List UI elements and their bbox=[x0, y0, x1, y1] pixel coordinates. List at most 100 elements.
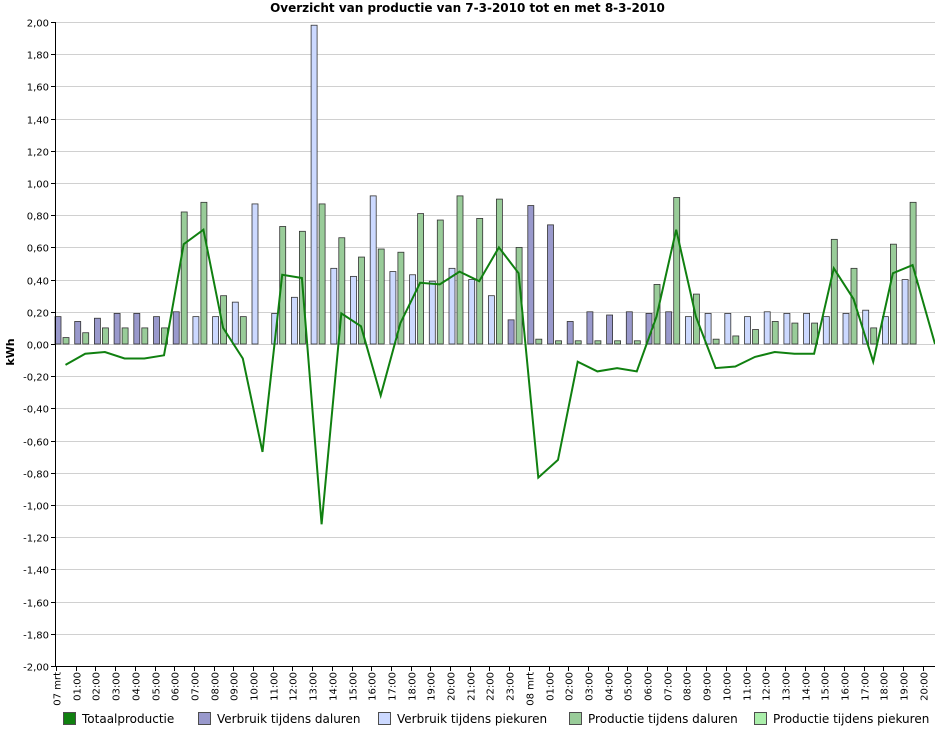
bar-verbruik-tijdens-piekuren bbox=[330, 267, 338, 345]
bar-verbruik-tijdens-daluren bbox=[547, 224, 554, 345]
x-tick-label: 08:00 bbox=[211, 672, 222, 701]
bar-verbruik-tijdens-piekuren bbox=[389, 271, 397, 345]
bar-verbruik-tijdens-piekuren bbox=[724, 313, 732, 345]
x-tick-label: 13:00 bbox=[782, 672, 793, 701]
x-tick-label: 15:00 bbox=[821, 672, 832, 701]
y-tick-label: -0,60 bbox=[23, 438, 49, 449]
x-tick-label: 02:00 bbox=[565, 672, 576, 701]
y-tick-label: 1,60 bbox=[27, 83, 49, 94]
x-tick-label: 05:00 bbox=[152, 672, 163, 701]
x-tick-label: 01:00 bbox=[546, 672, 557, 701]
x-tick-label: 07:00 bbox=[664, 672, 675, 701]
x-tick-label: 14:00 bbox=[329, 672, 340, 701]
bar-verbruik-tijdens-piekuren bbox=[704, 313, 712, 345]
bar-verbruik-tijdens-piekuren bbox=[685, 316, 692, 345]
x-tick-label: 12:00 bbox=[762, 672, 773, 701]
x-tick-label: 04:00 bbox=[132, 672, 143, 701]
bar-verbruik-tijdens-piekuren bbox=[251, 203, 259, 345]
bar-productie-tijdens-daluren bbox=[239, 316, 247, 345]
bar-verbruik-tijdens-piekuren bbox=[231, 301, 239, 345]
x-tick-label: 18:00 bbox=[408, 672, 419, 701]
bar-productie-tijdens-daluren bbox=[771, 321, 779, 345]
bar-verbruik-tijdens-piekuren bbox=[369, 195, 377, 345]
x-tick-label: 13:00 bbox=[309, 672, 320, 701]
bar-verbruik-tijdens-piekuren bbox=[803, 313, 810, 345]
axes bbox=[55, 22, 935, 667]
x-tick-label: 16:00 bbox=[841, 672, 852, 701]
y-tick-label: 0,40 bbox=[27, 277, 49, 288]
bar-productie-tijdens-daluren bbox=[712, 338, 720, 345]
bar-productie-tijdens-daluren bbox=[377, 248, 385, 345]
y-tick-label: 1,80 bbox=[27, 51, 49, 62]
bar-productie-tijdens-daluren bbox=[811, 322, 818, 345]
bar-verbruik-tijdens-daluren bbox=[133, 313, 141, 345]
x-tick-label: 11:00 bbox=[270, 672, 281, 701]
x-tick-label: 04:00 bbox=[605, 672, 616, 701]
y-tick-label: -1,40 bbox=[23, 566, 49, 577]
y-tick-label: 0,20 bbox=[27, 309, 49, 320]
bar-productie-tijdens-daluren bbox=[121, 327, 129, 345]
y-tick-label: -1,80 bbox=[23, 631, 49, 642]
bar-verbruik-tijdens-piekuren bbox=[783, 313, 791, 345]
bar-verbruik-tijdens-piekuren bbox=[310, 24, 318, 345]
bar-productie-tijdens-daluren bbox=[870, 327, 878, 345]
bar-productie-tijdens-daluren bbox=[614, 340, 621, 345]
legend-label: Verbruik tijdens piekuren bbox=[397, 712, 548, 726]
bar-productie-tijdens-daluren bbox=[633, 340, 641, 345]
bar-productie-tijdens-daluren bbox=[279, 226, 287, 345]
legend-item: Productie tijdens piekuren bbox=[754, 712, 929, 726]
bar-verbruik-tijdens-piekuren bbox=[468, 279, 476, 345]
y-tick-label: -0,80 bbox=[23, 470, 49, 481]
legend-swatch bbox=[754, 712, 767, 725]
y-tick-label: -0,40 bbox=[23, 405, 49, 416]
x-tick-label: 07:00 bbox=[191, 672, 202, 701]
x-tick-label: 19:00 bbox=[427, 672, 438, 701]
x-tick-label: 08:00 bbox=[683, 672, 694, 701]
x-tick-label: 02:00 bbox=[92, 672, 103, 701]
bar-productie-tijdens-daluren bbox=[318, 203, 326, 345]
bar-productie-tijdens-daluren bbox=[417, 213, 425, 345]
bar-productie-tijdens-daluren bbox=[200, 201, 208, 345]
bar-productie-tijdens-daluren bbox=[890, 243, 897, 345]
x-tick-labels: 07 mrt 01:00 02:00 03:00 04:00 05:00 06:00 07:0… bbox=[53, 666, 931, 706]
x-tick-label: 10:00 bbox=[723, 672, 734, 701]
legend-label: Totaalproductie bbox=[82, 712, 175, 726]
bar-verbruik-tijdens-daluren bbox=[74, 321, 82, 345]
line-totaalproductie bbox=[65, 227, 935, 525]
legend-item: Verbruik tijdens daluren bbox=[198, 712, 360, 726]
bar-verbruik-tijdens-piekuren bbox=[822, 316, 830, 345]
x-tick-label: 06:00 bbox=[644, 672, 655, 701]
bar-verbruik-tijdens-daluren bbox=[153, 316, 160, 345]
bar-productie-tijdens-daluren bbox=[752, 329, 759, 345]
bar-productie-tijdens-daluren bbox=[397, 251, 405, 345]
x-tick-label: 01:00 bbox=[73, 672, 84, 701]
legend: Totaalproductie Verbruik tijdens daluren V… bbox=[0, 709, 935, 729]
legend-swatch bbox=[198, 712, 211, 725]
x-tick-label: 06:00 bbox=[171, 672, 182, 701]
bar-verbruik-tijdens-daluren bbox=[566, 321, 574, 345]
bar-productie-tijdens-daluren bbox=[82, 332, 90, 345]
bar-productie-tijdens-daluren bbox=[358, 256, 365, 345]
bar-verbruik-tijdens-piekuren bbox=[744, 316, 751, 345]
bar-verbruik-tijdens-piekuren bbox=[448, 267, 456, 345]
bar-verbruik-tijdens-daluren bbox=[113, 313, 121, 345]
x-tick-label: 03:00 bbox=[585, 672, 596, 701]
bar-verbruik-tijdens-piekuren bbox=[901, 279, 909, 345]
legend-swatch bbox=[63, 712, 76, 725]
bar-verbruik-tijdens-piekuren bbox=[763, 311, 771, 345]
x-tick-label: 15:00 bbox=[349, 672, 360, 701]
bar-verbruik-tijdens-piekuren bbox=[882, 316, 889, 345]
y-tick-label: -1,60 bbox=[23, 599, 49, 610]
y-tick-label: 1,00 bbox=[27, 180, 49, 191]
chart-plot: 2,00 1,80 1,60 1,40 1,20 1,00 0,80 0,60 0,40 0,20… bbox=[4, 19, 935, 706]
bar-verbruik-tijdens-daluren bbox=[527, 205, 535, 345]
bar-verbruik-tijdens-daluren bbox=[172, 311, 180, 345]
x-tick-label: 11:00 bbox=[743, 672, 754, 701]
y-tick-label: -0,20 bbox=[23, 373, 49, 384]
y-tick-label: -2,00 bbox=[23, 663, 49, 674]
y-tick-label: 2,00 bbox=[27, 19, 49, 30]
y-tick-label: 1,20 bbox=[27, 148, 49, 159]
y-tick-label: 0,80 bbox=[27, 212, 49, 223]
bar-verbruik-tijdens-daluren bbox=[665, 311, 673, 345]
bar-productie-tijdens-daluren bbox=[850, 267, 858, 345]
